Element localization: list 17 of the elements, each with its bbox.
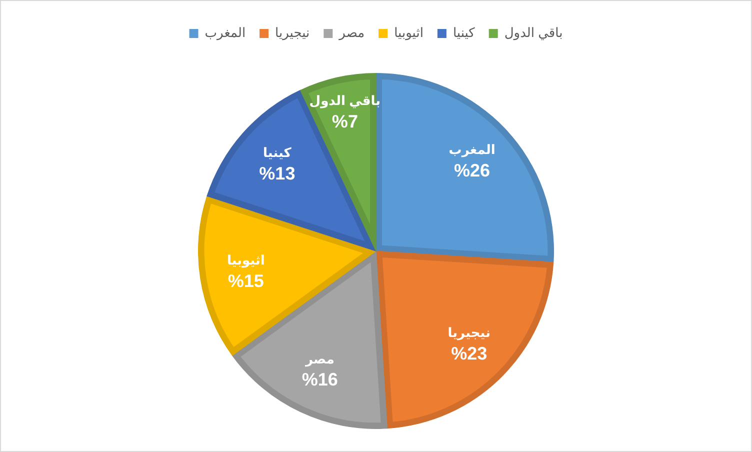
data-label: %15 (228, 271, 264, 292)
slice-label: مصر (304, 351, 334, 368)
data-label: %13 (259, 163, 296, 184)
slice-label: اثيوبيا (226, 252, 265, 269)
slice-label: نيجيريا (448, 325, 490, 342)
data-label: %7 (332, 112, 358, 132)
legend-label: اثيوبيا (394, 25, 424, 42)
legend-label: باقي الدول (504, 25, 563, 42)
legend-label: مصر (338, 25, 365, 42)
slice-label: المغرب (448, 142, 496, 158)
data-label: %26 (454, 160, 490, 180)
slice-label: كينيا (263, 144, 292, 160)
data-label: %16 (302, 370, 338, 390)
legend-label: كينيا (452, 25, 476, 40)
legend-label: نيجيريا (275, 25, 310, 42)
legend-label: المغرب (204, 25, 246, 42)
data-label: %23 (451, 344, 488, 364)
